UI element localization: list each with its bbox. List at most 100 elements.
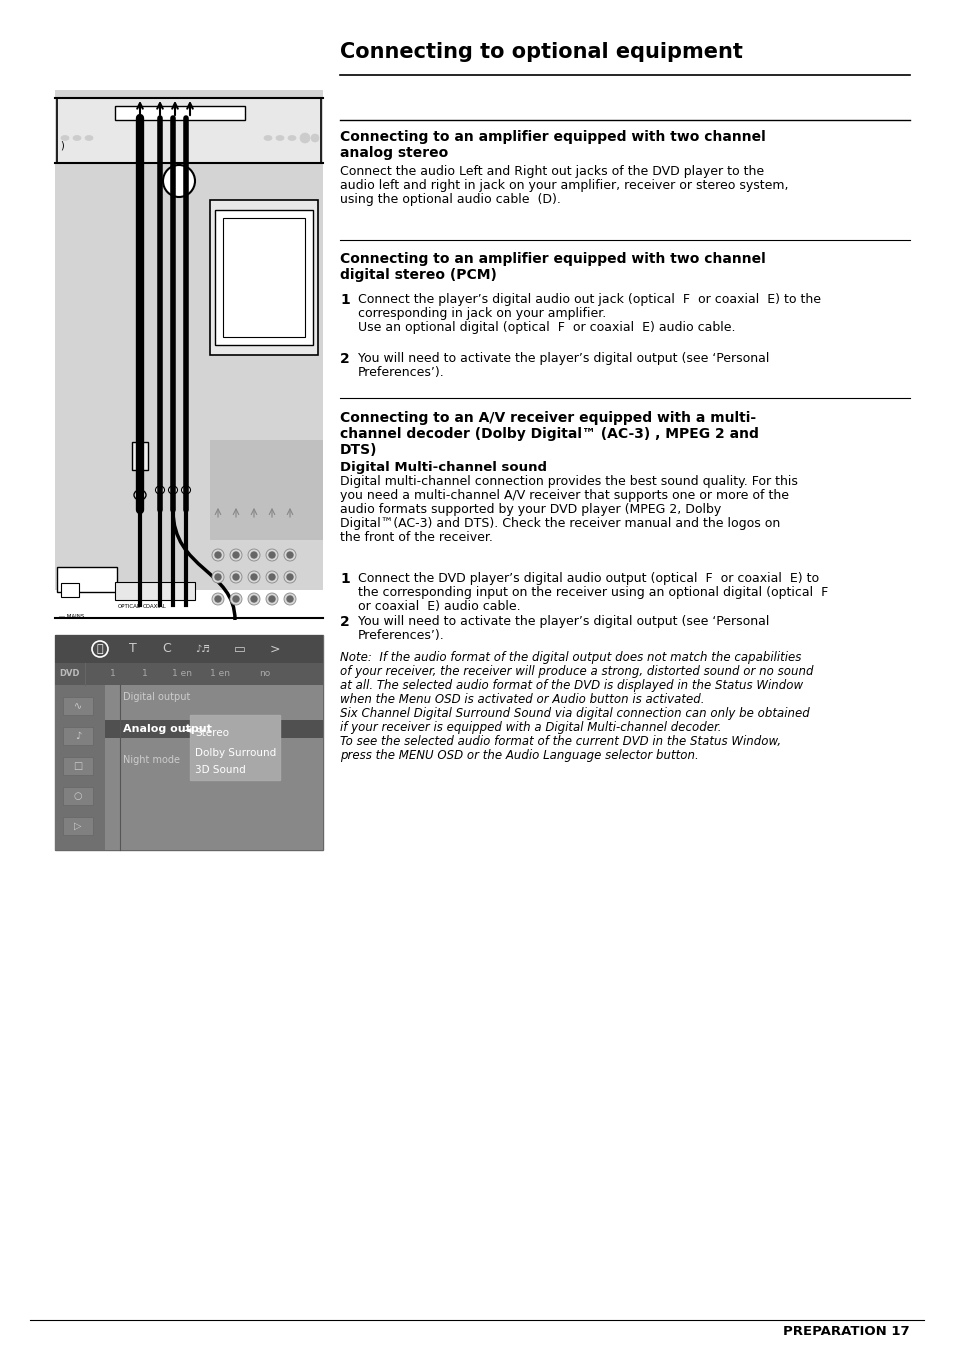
Text: ♪: ♪ <box>74 731 81 740</box>
Text: no: no <box>259 670 271 678</box>
Text: 1 en: 1 en <box>172 670 192 678</box>
Circle shape <box>230 593 242 605</box>
Ellipse shape <box>73 135 81 141</box>
Text: at all. The selected audio format of the DVD is displayed in the Status Window: at all. The selected audio format of the… <box>339 680 802 692</box>
Circle shape <box>287 574 293 580</box>
Text: Night mode: Night mode <box>123 755 180 765</box>
Bar <box>210 440 323 540</box>
Ellipse shape <box>264 135 272 141</box>
Text: DVD: DVD <box>60 670 80 678</box>
Text: using the optional audio cable  (D).: using the optional audio cable (D). <box>339 193 560 205</box>
Circle shape <box>266 549 277 561</box>
Bar <box>63 757 92 775</box>
Text: 3D Sound: 3D Sound <box>194 765 246 775</box>
Circle shape <box>299 132 310 143</box>
Text: T: T <box>129 643 136 655</box>
Bar <box>210 200 317 355</box>
Circle shape <box>214 596 221 603</box>
Text: □: □ <box>73 761 83 771</box>
Text: audio formats supported by your DVD player (MPEG 2, Dolby: audio formats supported by your DVD play… <box>339 503 720 516</box>
Text: corresponding in jack on your amplifier.: corresponding in jack on your amplifier. <box>357 307 605 320</box>
Text: Connect the DVD player’s digital audio output (optical  F  or coaxial  E) to: Connect the DVD player’s digital audio o… <box>357 571 819 585</box>
Bar <box>63 697 92 715</box>
Text: ♪♬: ♪♬ <box>195 644 211 654</box>
Bar <box>61 584 79 597</box>
Bar <box>55 635 323 850</box>
Circle shape <box>266 571 277 584</box>
Ellipse shape <box>155 486 164 494</box>
Bar <box>57 99 320 163</box>
Circle shape <box>233 596 239 603</box>
Text: digital stereo (PCM): digital stereo (PCM) <box>339 267 497 282</box>
Circle shape <box>212 571 224 584</box>
Circle shape <box>266 593 277 605</box>
Text: DTS): DTS) <box>339 443 377 457</box>
Circle shape <box>248 571 260 584</box>
Text: Digital Multi-channel sound: Digital Multi-channel sound <box>339 461 546 474</box>
Bar <box>190 715 280 780</box>
Text: ◄: ◄ <box>184 724 192 734</box>
Text: You will need to activate the player’s digital output (see ‘Personal: You will need to activate the player’s d… <box>357 353 768 365</box>
Text: Stereo: Stereo <box>194 728 229 738</box>
Bar <box>115 582 194 600</box>
Circle shape <box>287 553 293 558</box>
Circle shape <box>284 549 295 561</box>
Circle shape <box>248 593 260 605</box>
Ellipse shape <box>85 135 92 141</box>
Text: COAXIAL: COAXIAL <box>143 604 167 608</box>
Text: 1: 1 <box>339 293 350 307</box>
Text: Connecting to an amplifier equipped with two channel: Connecting to an amplifier equipped with… <box>339 253 765 266</box>
Circle shape <box>269 596 274 603</box>
Ellipse shape <box>169 486 177 494</box>
Text: 2: 2 <box>339 353 350 366</box>
Bar <box>214 209 313 345</box>
Circle shape <box>212 549 224 561</box>
Text: ⌛: ⌛ <box>96 644 103 654</box>
Text: Digital output: Digital output <box>123 692 191 703</box>
Text: You will need to activate the player’s digital output (see ‘Personal: You will need to activate the player’s d… <box>357 615 768 628</box>
Text: ∿: ∿ <box>74 701 82 711</box>
Bar <box>55 635 323 663</box>
Circle shape <box>269 553 274 558</box>
Text: Connect the player’s digital audio out jack (optical  F  or coaxial  E) to the: Connect the player’s digital audio out j… <box>357 293 821 305</box>
Circle shape <box>251 596 256 603</box>
Text: Note:  If the audio format of the digital output does not match the capabilities: Note: If the audio format of the digital… <box>339 651 801 663</box>
Circle shape <box>163 165 194 197</box>
Text: if your receiver is equipped with a Digital Multi-channel decoder.: if your receiver is equipped with a Digi… <box>339 721 720 734</box>
Text: ▷: ▷ <box>74 821 82 831</box>
Text: 1: 1 <box>110 670 115 678</box>
Text: analog stereo: analog stereo <box>339 146 448 159</box>
Ellipse shape <box>275 135 284 141</box>
Text: 2: 2 <box>339 615 350 630</box>
Text: the front of the receiver.: the front of the receiver. <box>339 531 493 544</box>
Text: you need a multi-channel A/V receiver that supports one or more of the: you need a multi-channel A/V receiver th… <box>339 489 788 503</box>
Text: To see the selected audio format of the current DVD in the Status Window,: To see the selected audio format of the … <box>339 735 781 748</box>
Text: ▭: ▭ <box>233 643 246 655</box>
Text: ): ) <box>60 141 64 151</box>
Text: PREPARATION 17: PREPARATION 17 <box>782 1325 909 1337</box>
Circle shape <box>233 574 239 580</box>
Text: audio left and right in jack on your amplifier, receiver or stereo system,: audio left and right in jack on your amp… <box>339 178 788 192</box>
Text: OPTICAL: OPTICAL <box>118 604 141 608</box>
Text: or coaxial  E) audio cable.: or coaxial E) audio cable. <box>357 600 520 613</box>
Text: channel decoder (Dolby Digital™ (AC-3) , MPEG 2 and: channel decoder (Dolby Digital™ (AC-3) ,… <box>339 427 758 440</box>
Text: Preferences’).: Preferences’). <box>357 630 444 642</box>
Circle shape <box>287 596 293 603</box>
Text: 1 en: 1 en <box>210 670 230 678</box>
Text: --- MAINS: --- MAINS <box>59 613 84 619</box>
Circle shape <box>214 553 221 558</box>
Text: of your receiver, the receiver will produce a strong, distorted sound or no soun: of your receiver, the receiver will prod… <box>339 665 813 678</box>
Circle shape <box>212 593 224 605</box>
Bar <box>63 788 92 805</box>
Bar <box>223 218 305 336</box>
Bar <box>55 91 323 590</box>
Text: Connecting to optional equipment: Connecting to optional equipment <box>339 42 742 62</box>
Text: Digital multi-channel connection provides the best sound quality. For this: Digital multi-channel connection provide… <box>339 476 797 488</box>
Text: Analog output: Analog output <box>123 724 212 734</box>
Bar <box>55 685 105 850</box>
Text: Digital™(AC-3) and DTS). Check the receiver manual and the logos on: Digital™(AC-3) and DTS). Check the recei… <box>339 517 780 530</box>
Circle shape <box>284 593 295 605</box>
Circle shape <box>233 553 239 558</box>
Text: 1: 1 <box>142 670 148 678</box>
Ellipse shape <box>133 490 146 500</box>
